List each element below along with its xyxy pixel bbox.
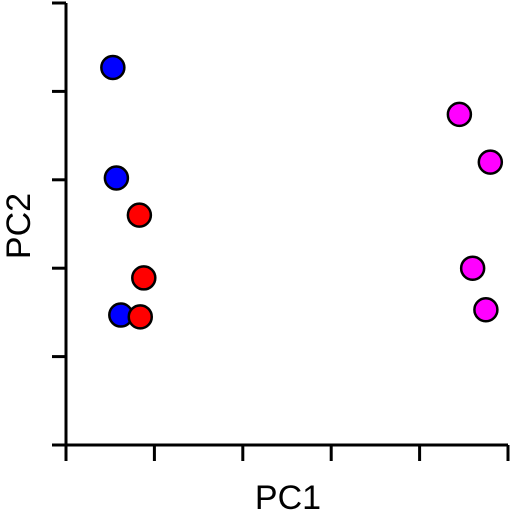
y-axis-label: PC2	[0, 193, 38, 259]
data-point	[103, 165, 130, 191]
data-point	[473, 296, 499, 323]
data-point	[459, 255, 486, 281]
axes	[52, 1, 510, 461]
data-point	[100, 54, 126, 81]
data-point	[131, 265, 157, 291]
data-point	[127, 304, 154, 330]
x-axis-label: PC1	[255, 479, 321, 513]
data-point	[126, 202, 153, 228]
data-point	[446, 101, 473, 128]
data-points	[100, 54, 504, 330]
data-point	[477, 149, 504, 175]
